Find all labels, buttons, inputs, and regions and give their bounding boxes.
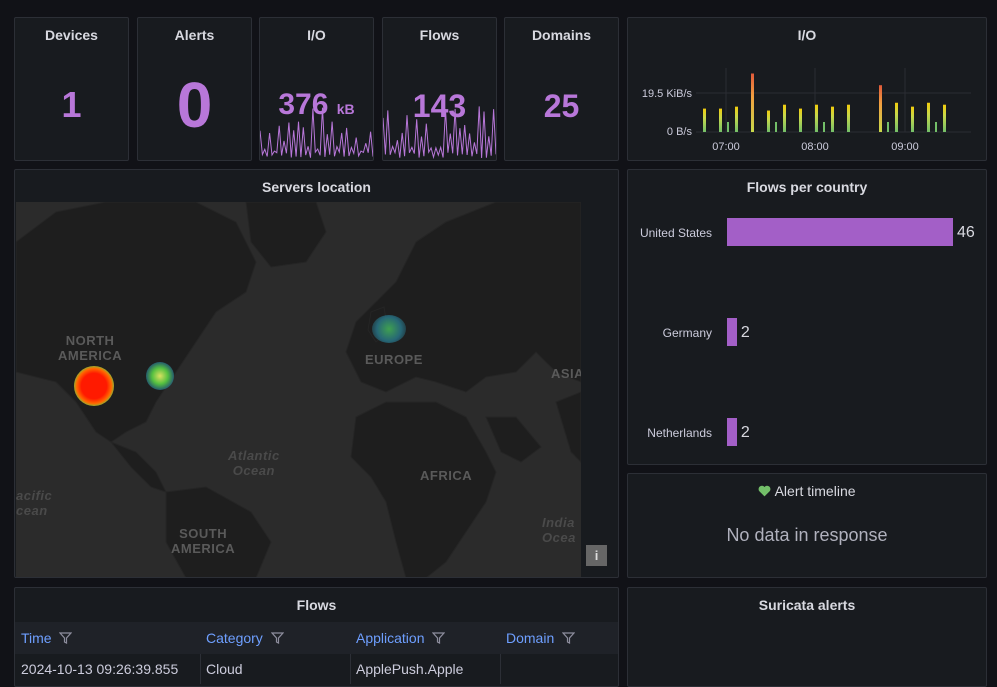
column-header-domain-label: Domain bbox=[506, 630, 555, 646]
io-bar bbox=[831, 106, 834, 132]
io-bar bbox=[799, 108, 802, 132]
label-atlantic-ocean: Atlantic Ocean bbox=[228, 448, 280, 478]
heatspot-europe[interactable] bbox=[372, 315, 406, 343]
flows-table-panel: Flows Time Category Application Domain 2… bbox=[14, 587, 619, 687]
column-header-application[interactable]: Application bbox=[350, 622, 501, 654]
label-indian-ocean: India Ocea bbox=[542, 515, 576, 545]
io-bar bbox=[775, 122, 777, 132]
column-header-category[interactable]: Category bbox=[200, 622, 351, 654]
column-header-category-label: Category bbox=[206, 630, 263, 646]
flows-sparkline bbox=[383, 106, 496, 160]
alert-timeline-title: Alert timeline bbox=[774, 483, 856, 499]
io-chart-panel: I/O 19.5 KiB/s 0 B/s 07:00 08:00 09:00 bbox=[627, 17, 987, 161]
io-bar bbox=[823, 122, 825, 132]
io-bar bbox=[887, 122, 889, 132]
io-ytick-top: 19.5 KiB/s bbox=[642, 88, 693, 100]
alerts-value: 0 bbox=[176, 69, 213, 141]
country-bar-value: 2 bbox=[740, 424, 750, 441]
column-header-time[interactable]: Time bbox=[15, 622, 201, 654]
io-bar bbox=[727, 122, 729, 132]
io-xtick-0700: 07:00 bbox=[712, 141, 740, 153]
suricata-alerts-title: Suricata alerts bbox=[758, 597, 856, 613]
devices-title: Devices bbox=[45, 27, 98, 43]
domains-title: Domains bbox=[531, 27, 592, 43]
io-bars bbox=[703, 73, 946, 132]
heatspot-usa-central[interactable] bbox=[74, 366, 114, 406]
column-header-domain[interactable]: Domain bbox=[500, 622, 618, 655]
label-pacific-ocean: acific cean bbox=[16, 488, 53, 518]
io-chart-plot: 19.5 KiB/s 0 B/s 07:00 08:00 09:00 bbox=[642, 68, 971, 153]
flows-stat-title: Flows bbox=[419, 27, 460, 43]
country-label: United States bbox=[639, 226, 712, 240]
io-stat-title: I/O bbox=[307, 27, 326, 43]
devices-value: 1 bbox=[61, 84, 82, 125]
label-south-america: SOUTH AMERICA bbox=[171, 526, 236, 556]
io-bar bbox=[895, 102, 898, 132]
country-label: Germany bbox=[662, 326, 712, 340]
country-bar-value: 2 bbox=[740, 324, 750, 341]
filter-icon[interactable] bbox=[59, 623, 73, 655]
devices-panel: Devices 1 bbox=[14, 17, 129, 161]
io-xtick-0800: 08:00 bbox=[801, 141, 829, 153]
io-bar bbox=[935, 122, 937, 132]
label-asia: ASIA bbox=[551, 366, 581, 381]
table-cell-domain bbox=[500, 654, 618, 684]
flows-table-title: Flows bbox=[296, 597, 337, 613]
io-bar bbox=[927, 102, 930, 132]
heart-icon bbox=[758, 484, 771, 500]
column-header-time-label: Time bbox=[21, 630, 52, 646]
country-bar[interactable] bbox=[727, 218, 953, 246]
flows-stat-value: 143 bbox=[412, 88, 467, 124]
io-chart-title: I/O bbox=[797, 27, 817, 43]
io-bar bbox=[719, 108, 722, 132]
io-bar bbox=[735, 106, 738, 132]
country-bar[interactable] bbox=[727, 318, 737, 346]
alert-timeline-header: Alert timeline bbox=[628, 483, 986, 500]
alert-timeline-empty-message: No data in response bbox=[726, 525, 888, 545]
flows-stat-panel: Flows 143 bbox=[382, 17, 497, 161]
alerts-title: Alerts bbox=[174, 27, 215, 43]
flows-per-country-title: Flows per country bbox=[746, 179, 868, 195]
filter-icon[interactable] bbox=[561, 623, 576, 655]
io-stat-value: 376 kB bbox=[260, 88, 373, 122]
io-bar bbox=[815, 104, 818, 132]
io-bar bbox=[943, 104, 946, 132]
io-bar bbox=[751, 73, 754, 132]
filter-icon[interactable] bbox=[432, 623, 446, 655]
column-header-application-label: Application bbox=[356, 630, 425, 646]
label-africa: AFRICA bbox=[420, 468, 473, 483]
domains-panel: Domains 25 bbox=[504, 17, 619, 161]
servers-location-panel: Servers location bbox=[14, 169, 619, 578]
world-map[interactable]: NORTH AMERICA EUROPE ASIA Atlantic Ocean… bbox=[16, 202, 581, 577]
io-bar bbox=[703, 108, 706, 132]
io-bar bbox=[847, 104, 850, 132]
io-xtick-0900: 09:00 bbox=[891, 141, 919, 153]
country-bar[interactable] bbox=[727, 418, 737, 446]
io-bar bbox=[879, 85, 882, 132]
label-europe: EUROPE bbox=[365, 352, 423, 367]
io-bar bbox=[767, 110, 770, 132]
servers-location-title: Servers location bbox=[262, 179, 371, 195]
table-cell-time: 2024-10-13 09:26:39.855 bbox=[15, 654, 201, 684]
suricata-alerts-panel: Suricata alerts bbox=[627, 587, 987, 687]
io-stat-panel: I/O 376 kB bbox=[259, 17, 374, 161]
alerts-panel: Alerts 0 bbox=[137, 17, 252, 161]
io-bar bbox=[911, 106, 914, 132]
country-bar-value: 46 bbox=[957, 224, 975, 241]
io-stat-number: 376 bbox=[278, 88, 329, 121]
io-sparkline bbox=[260, 107, 373, 158]
map-info-button[interactable]: i bbox=[586, 545, 607, 566]
io-ytick-bottom: 0 B/s bbox=[667, 126, 693, 138]
table-cell-category: Cloud bbox=[200, 654, 351, 684]
heatspot-usa-east[interactable] bbox=[146, 362, 174, 390]
flows-per-country-panel: Flows per country United States 46 Germany… bbox=[627, 169, 987, 465]
label-north-america: NORTH AMERICA bbox=[58, 333, 123, 363]
table-cell-application: ApplePush.Apple bbox=[350, 654, 501, 684]
io-bar bbox=[783, 104, 786, 132]
domains-value: 25 bbox=[543, 88, 580, 124]
country-label: Netherlands bbox=[647, 426, 712, 440]
io-stat-unit: kB bbox=[336, 101, 355, 117]
filter-icon[interactable] bbox=[270, 623, 285, 655]
alert-timeline-panel: Alert timeline No data in response bbox=[627, 473, 987, 578]
